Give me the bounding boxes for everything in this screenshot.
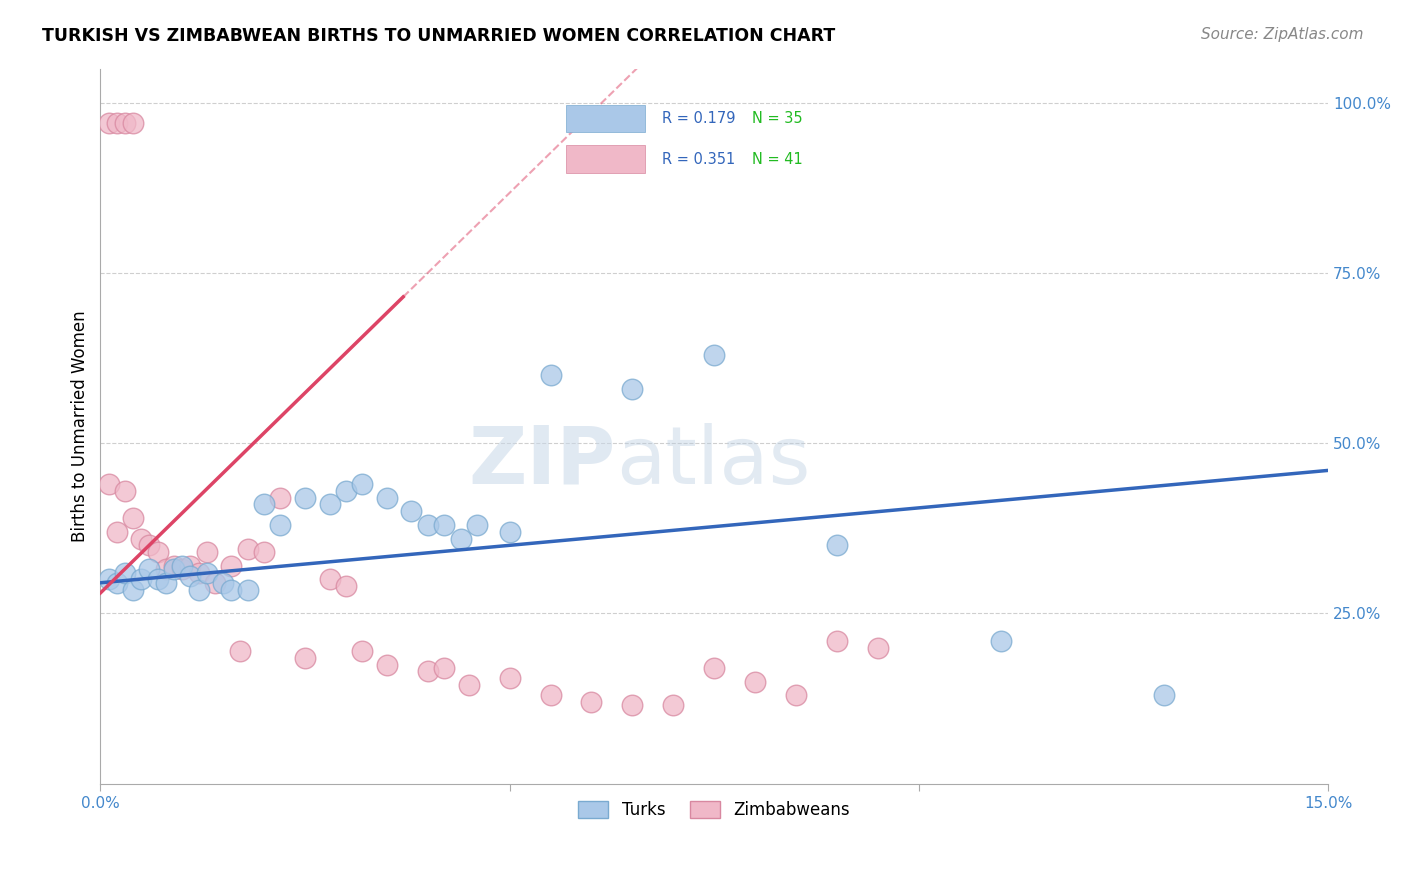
- Point: [221, 558, 243, 573]
- Point: [155, 575, 177, 590]
- Point: [540, 368, 562, 382]
- Point: [662, 698, 685, 713]
- Point: [155, 562, 177, 576]
- Point: [269, 517, 291, 532]
- Point: [785, 688, 807, 702]
- Point: [253, 545, 276, 559]
- Point: [187, 582, 209, 597]
- Point: [703, 348, 725, 362]
- Point: [163, 558, 186, 573]
- Point: [433, 661, 456, 675]
- Point: [228, 644, 250, 658]
- Text: Source: ZipAtlas.com: Source: ZipAtlas.com: [1201, 27, 1364, 42]
- Point: [253, 498, 276, 512]
- Point: [621, 382, 644, 396]
- Point: [498, 671, 520, 685]
- Point: [129, 573, 152, 587]
- Point: [990, 633, 1012, 648]
- Point: [172, 558, 194, 573]
- Text: atlas: atlas: [616, 423, 810, 501]
- Point: [221, 582, 243, 597]
- Point: [187, 566, 209, 580]
- Point: [375, 657, 398, 672]
- Point: [179, 569, 201, 583]
- Point: [122, 116, 145, 130]
- Point: [195, 566, 218, 580]
- Point: [1153, 688, 1175, 702]
- Point: [236, 541, 259, 556]
- Point: [401, 504, 423, 518]
- Point: [236, 582, 259, 597]
- Point: [172, 562, 194, 576]
- Point: [416, 665, 439, 679]
- Point: [540, 688, 562, 702]
- Point: [352, 644, 374, 658]
- Point: [129, 532, 152, 546]
- Point: [105, 524, 128, 539]
- Point: [703, 661, 725, 675]
- Text: ZIP: ZIP: [468, 423, 616, 501]
- Text: TURKISH VS ZIMBABWEAN BIRTHS TO UNMARRIED WOMEN CORRELATION CHART: TURKISH VS ZIMBABWEAN BIRTHS TO UNMARRIE…: [42, 27, 835, 45]
- Point: [269, 491, 291, 505]
- Point: [318, 498, 340, 512]
- Point: [335, 483, 357, 498]
- Point: [825, 538, 848, 552]
- Point: [114, 483, 136, 498]
- Point: [335, 579, 357, 593]
- Point: [122, 511, 145, 525]
- Point: [212, 575, 235, 590]
- Point: [825, 633, 848, 648]
- Point: [294, 491, 316, 505]
- Point: [122, 582, 145, 597]
- Point: [114, 566, 136, 580]
- Point: [375, 491, 398, 505]
- Point: [138, 562, 160, 576]
- Point: [97, 116, 120, 130]
- Point: [352, 477, 374, 491]
- Point: [866, 640, 889, 655]
- Point: [450, 532, 472, 546]
- Point: [105, 575, 128, 590]
- Point: [294, 650, 316, 665]
- Point: [146, 545, 169, 559]
- Point: [195, 545, 218, 559]
- Point: [146, 573, 169, 587]
- Point: [114, 116, 136, 130]
- Point: [163, 562, 186, 576]
- Point: [138, 538, 160, 552]
- Point: [457, 678, 479, 692]
- Point: [105, 116, 128, 130]
- Point: [416, 517, 439, 532]
- Point: [465, 517, 488, 532]
- Point: [97, 573, 120, 587]
- Point: [179, 558, 201, 573]
- Point: [498, 524, 520, 539]
- Point: [97, 477, 120, 491]
- Legend: Turks, Zimbabweans: Turks, Zimbabweans: [572, 794, 856, 825]
- Point: [204, 575, 226, 590]
- Point: [744, 674, 766, 689]
- Point: [433, 517, 456, 532]
- Y-axis label: Births to Unmarried Women: Births to Unmarried Women: [72, 310, 89, 542]
- Point: [621, 698, 644, 713]
- Point: [318, 573, 340, 587]
- Point: [581, 695, 603, 709]
